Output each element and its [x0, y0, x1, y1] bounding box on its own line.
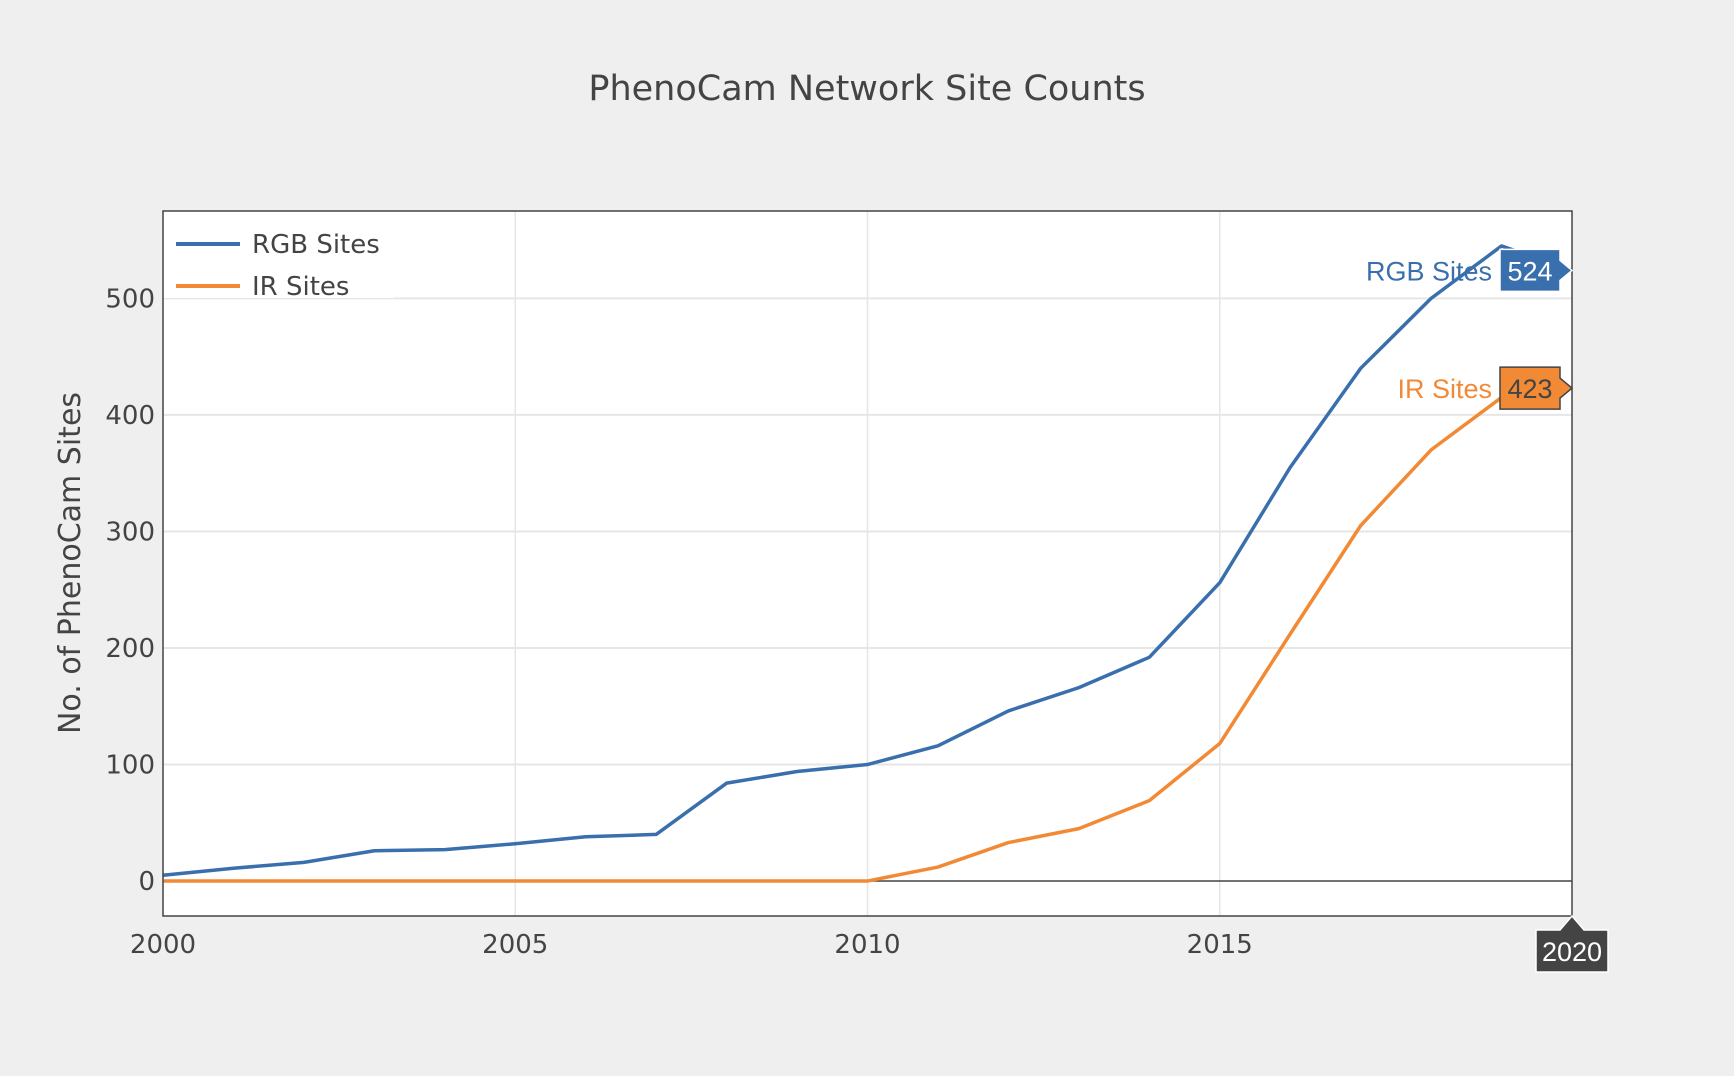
series-line-0: [162, 244, 1573, 877]
y-tick-label: 100: [105, 751, 155, 781]
legend-item-1: IR Sites: [252, 272, 349, 302]
y-tick-label: 0: [138, 867, 155, 897]
y-tick-label: 400: [105, 401, 155, 431]
plot-frame: [162, 210, 1573, 917]
hover-x-label: 2020: [1542, 937, 1602, 967]
hover-name-1: IR Sites: [1397, 374, 1492, 404]
x-tick-label: 2015: [1187, 930, 1253, 960]
series-layer: [162, 244, 1573, 883]
y-axis-label: No. of PhenoCam Sites: [53, 392, 88, 734]
hover-name-0: RGB Sites: [1366, 256, 1492, 286]
x-tick-label: 2010: [834, 930, 900, 960]
hover-box-0: [1499, 248, 1574, 293]
legend-item-0: RGB Sites: [252, 230, 380, 260]
x-tick-label: 2005: [482, 930, 548, 960]
hover-value-1: 423: [1507, 374, 1552, 404]
hover-labels: 524 RGB Sites 423 IR Sites 2020: [1366, 248, 1609, 973]
hover-value-0: 524: [1507, 256, 1552, 286]
y-tick-label: 500: [105, 284, 155, 314]
y-axis: 0 100 200 300 400 500: [105, 284, 155, 897]
y-tick-label: 200: [105, 634, 155, 664]
x-axis: 2000 2005 2010 2015: [130, 930, 1253, 960]
y-tick-label: 300: [105, 517, 155, 547]
series-line-1: [163, 386, 1573, 883]
chart-title: PhenoCam Network Site Counts: [588, 69, 1145, 109]
legend[interactable]: RGB Sites IR Sites: [164, 212, 394, 302]
hover-box-1: [1499, 366, 1574, 410]
hover-x-box: [1535, 914, 1609, 973]
x-tick-label: 2000: [130, 930, 196, 960]
legend-box: [164, 212, 394, 298]
